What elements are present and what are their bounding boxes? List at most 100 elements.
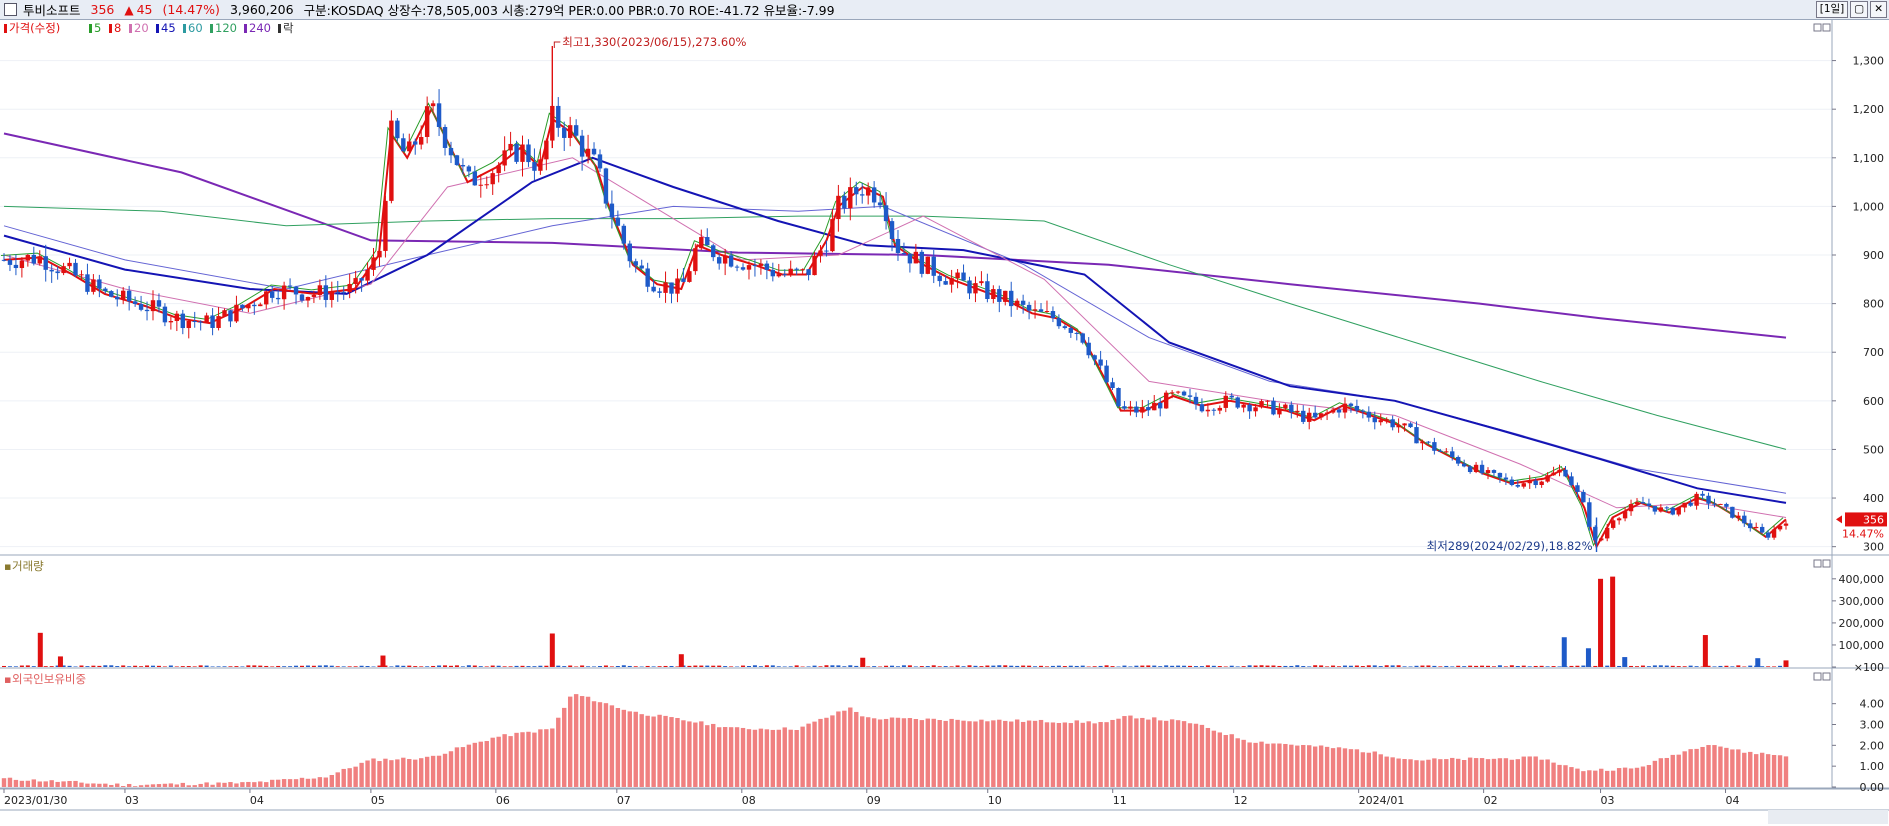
volume-bar (103, 665, 108, 667)
candle-body (675, 278, 680, 294)
price-tick-label: 1,300 (1853, 55, 1885, 68)
foreign-ownership-bar (532, 732, 537, 787)
foreign-ownership-bar (395, 759, 400, 787)
foreign-ownership-bar (681, 720, 686, 787)
candle-body (687, 271, 692, 282)
foreign-ownership-bar (1461, 760, 1467, 787)
date-tick-label: 02 (1484, 794, 1498, 807)
volume-bar (1265, 665, 1270, 667)
foreign-ownership-bar (1634, 767, 1640, 787)
date-tick-label: 11 (1113, 794, 1127, 807)
volume-bar (1748, 665, 1753, 667)
volume-bar (544, 665, 549, 667)
foreign-ownership-bar (1497, 758, 1503, 787)
volume-bar (1301, 666, 1306, 667)
foreign-ownership-bar (1718, 746, 1723, 787)
price-tick-label: 500 (1863, 443, 1884, 456)
candle-body (895, 238, 901, 254)
foreign-ownership-bar (1122, 716, 1127, 787)
restore-icon[interactable]: ▢ (1850, 1, 1869, 18)
candle-body (937, 275, 942, 282)
volume-bar (109, 665, 114, 667)
foreign-ownership-bar (1581, 771, 1586, 787)
candle-body (1467, 466, 1473, 473)
volume-bar (1617, 665, 1622, 667)
foreign-ownership-bar (1616, 768, 1622, 787)
foreign-ownership-bar (1169, 719, 1175, 787)
legend-label: 120 (215, 21, 237, 35)
foreign-ownership-bar (1026, 720, 1032, 787)
candle-body (806, 269, 811, 276)
chart-select-checkbox[interactable] (4, 3, 17, 16)
volume-bar (586, 666, 591, 667)
foreign-ownership-bar (377, 761, 382, 787)
stock-name[interactable]: 투비소프트 (23, 3, 81, 18)
foreign-ownership-bar (317, 777, 323, 787)
foreign-ownership-bar (371, 758, 376, 787)
candle-body (818, 250, 823, 256)
close-icon[interactable]: ✕ (1870, 1, 1887, 18)
foreign-ownership-bar (61, 781, 66, 787)
candle-body (514, 143, 519, 162)
foreign-ownership-bar (1450, 757, 1455, 787)
foreign-ownership-bar (556, 717, 561, 787)
candle-body (472, 171, 478, 186)
candle-body (311, 295, 317, 297)
candle-body (1044, 311, 1050, 313)
volume-bar (1539, 665, 1544, 667)
volume-bar (1474, 665, 1479, 667)
foreign-ownership-bar (478, 741, 483, 787)
volume-spike-bar (1598, 578, 1604, 667)
volume-bar (1217, 666, 1222, 667)
candle-body (1539, 481, 1544, 485)
candle-body (776, 274, 781, 277)
period-button[interactable]: [1일] (1815, 1, 1849, 18)
volume-bar (115, 666, 120, 667)
date-tick-label: 05 (371, 794, 385, 807)
foreign-ownership-bar (1682, 751, 1687, 787)
candle-body (1581, 491, 1586, 503)
candle-body (1533, 480, 1538, 485)
volume-bar (991, 665, 996, 667)
volume-bar (866, 666, 871, 667)
chart-scrollbar[interactable] (1768, 810, 1888, 824)
candle-body (1783, 523, 1789, 526)
volume-bar (1724, 665, 1729, 667)
volume-bar (675, 666, 680, 667)
foreign-ownership-bar (961, 720, 966, 787)
volume-bar (1325, 666, 1330, 667)
foreign-ownership-bar (860, 716, 865, 787)
foreign-ownership-bar (1610, 770, 1616, 787)
volume-bar (1450, 666, 1455, 667)
foreign-panel-title: 외국인보유비중 (12, 672, 86, 686)
volume-bar (145, 665, 150, 667)
volume-tick-label: 200,000 (1839, 617, 1885, 630)
volume-bar (633, 666, 638, 667)
foreign-ownership-bar (550, 728, 555, 787)
candle-body (1259, 401, 1264, 408)
candle-body (1128, 406, 1133, 409)
volume-bar (1509, 665, 1514, 667)
candle-body (186, 320, 191, 329)
volume-bar (538, 665, 543, 667)
foreign-ownership-bar (174, 784, 180, 787)
volume-bar (1211, 665, 1216, 667)
foreign-ownership-bar (1473, 758, 1479, 787)
foreign-ownership-bar (705, 725, 710, 787)
foreign-ownership-bar (120, 786, 126, 787)
foreign-ownership-bar (901, 718, 907, 787)
candle-body (943, 281, 948, 285)
panel-maximize-icon (1822, 559, 1831, 568)
volume-bar (1408, 666, 1413, 667)
foreign-ownership-bar (985, 721, 990, 787)
volume-bar (1193, 666, 1198, 667)
chart-canvas[interactable]: 1,300 1,200 1,100 1,000 900 800 700 600 500 400 30… (0, 20, 1889, 826)
foreign-ownership-bar (1140, 717, 1145, 787)
candle-body (252, 304, 257, 307)
candle-body (1605, 527, 1610, 539)
volume-bar (687, 665, 692, 667)
candle-body (621, 225, 627, 244)
foreign-ownership-bar (210, 784, 215, 787)
foreign-ownership-bar (1444, 759, 1449, 787)
foreign-ownership-bar (1229, 734, 1234, 787)
